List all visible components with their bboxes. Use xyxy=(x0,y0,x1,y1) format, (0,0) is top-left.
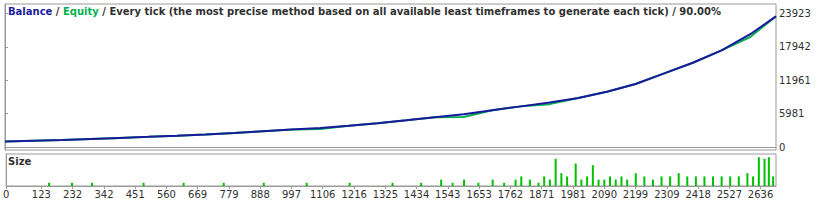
svg-text:Size: Size xyxy=(8,156,31,167)
svg-text:1325: 1325 xyxy=(373,189,398,200)
svg-text:560: 560 xyxy=(157,189,176,200)
svg-text:779: 779 xyxy=(220,189,239,200)
svg-text:Balance: Balance xyxy=(8,6,53,17)
svg-text:0: 0 xyxy=(779,142,785,153)
svg-text:2199: 2199 xyxy=(623,189,648,200)
svg-text:/ Every tick (the most precise: / Every tick (the most precise method ba… xyxy=(99,6,721,17)
svg-text:342: 342 xyxy=(95,189,114,200)
svg-text:2418: 2418 xyxy=(685,189,710,200)
svg-text:11961: 11961 xyxy=(779,75,811,86)
svg-text:1543: 1543 xyxy=(435,189,460,200)
svg-text:232: 232 xyxy=(63,189,82,200)
svg-text:1434: 1434 xyxy=(404,189,429,200)
svg-text:1106: 1106 xyxy=(310,189,335,200)
svg-text:23923: 23923 xyxy=(779,8,811,19)
svg-text:/: / xyxy=(52,6,63,17)
svg-text:Equity: Equity xyxy=(63,6,99,17)
svg-text:1216: 1216 xyxy=(341,189,366,200)
svg-text:0: 0 xyxy=(3,189,9,200)
svg-text:1762: 1762 xyxy=(498,189,523,200)
svg-text:888: 888 xyxy=(251,189,270,200)
svg-text:2636: 2636 xyxy=(748,189,773,200)
svg-text:997: 997 xyxy=(282,189,301,200)
svg-text:2090: 2090 xyxy=(592,189,617,200)
svg-text:1871: 1871 xyxy=(529,189,554,200)
svg-text:2527: 2527 xyxy=(717,189,742,200)
svg-text:123: 123 xyxy=(32,189,51,200)
svg-text:451: 451 xyxy=(126,189,145,200)
svg-text:2309: 2309 xyxy=(654,189,679,200)
svg-text:17942: 17942 xyxy=(779,41,811,52)
svg-text:1981: 1981 xyxy=(560,189,585,200)
svg-text:669: 669 xyxy=(188,189,207,200)
svg-text:5981: 5981 xyxy=(779,108,804,119)
svg-text:1653: 1653 xyxy=(467,189,492,200)
